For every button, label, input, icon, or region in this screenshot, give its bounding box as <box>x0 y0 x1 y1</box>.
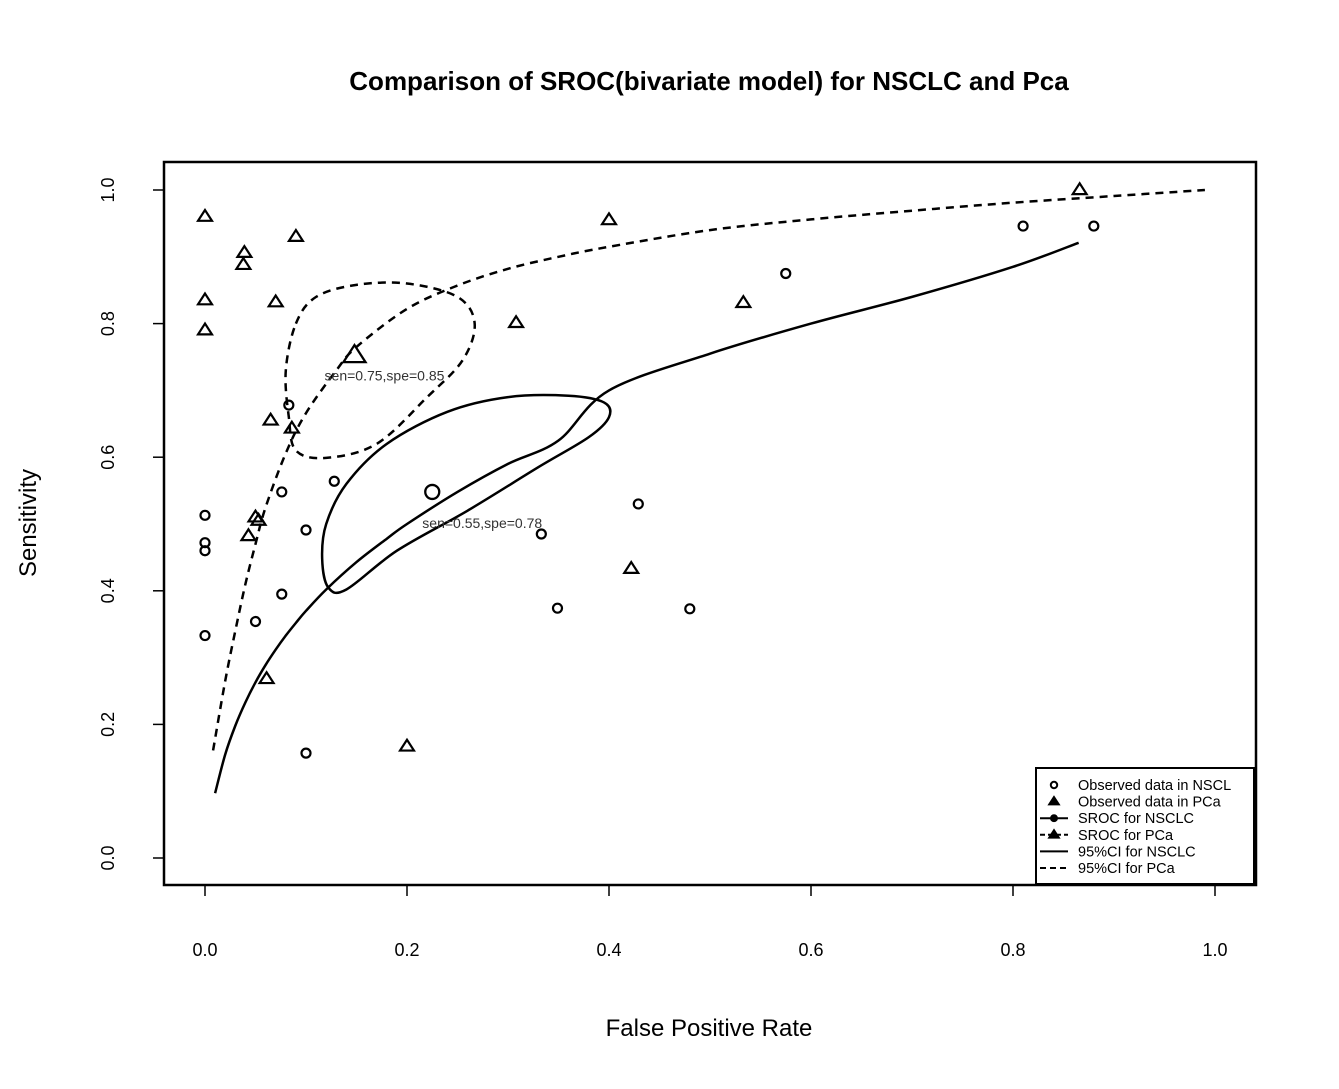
legend-label: SROC for PCa <box>1078 828 1174 844</box>
sroc-curve <box>211 188 1205 751</box>
data-point-pca <box>234 256 253 271</box>
sroc-curve <box>213 241 1080 794</box>
data-point-nsclc <box>780 267 792 280</box>
data-point-pca <box>196 321 214 336</box>
data-point-pca <box>249 511 268 526</box>
data-point-nsclc <box>684 603 696 615</box>
data-point-pca <box>235 244 254 258</box>
data-point-nsclc <box>276 588 288 600</box>
legend-label: Observed data in NSCL <box>1078 778 1231 794</box>
summary-label-nsclc: sen=0.55,spe=0.78 <box>422 515 542 531</box>
data-point-pca <box>261 411 280 426</box>
y-tick-label: 0.0 <box>98 845 118 870</box>
data-point-nsclc <box>283 399 295 411</box>
summary-point-pca <box>341 342 368 364</box>
data-point-pca <box>286 228 305 242</box>
x-tick-label: 0.4 <box>596 940 621 960</box>
data-point-pca <box>257 670 276 685</box>
data-point-nsclc <box>300 524 312 536</box>
data-point-pca <box>398 737 416 752</box>
legend-symbol-triangle <box>1047 828 1061 839</box>
x-axis: 0.0 0.2 0.4 0.6 0.8 1.0 <box>192 885 1228 960</box>
series-layer: sen=0.55,spe=0.78 sen=0.75,spe=0.85 <box>196 181 1205 794</box>
y-tick-label: 0.6 <box>98 445 118 470</box>
data-point-nsclc <box>300 747 312 759</box>
data-point-pca <box>239 527 258 542</box>
legend-label: SROC for NSCLC <box>1078 811 1194 827</box>
legend-box <box>1035 767 1255 885</box>
data-point-nsclc <box>632 498 644 510</box>
ci-ellipse <box>320 393 612 595</box>
y-tick-label: 0.8 <box>98 311 118 336</box>
data-point-pca <box>1070 181 1089 196</box>
legend-label: Observed data in PCa <box>1078 795 1222 811</box>
legend-label: 95%CI for NSCLC <box>1078 844 1196 860</box>
data-point-pca <box>196 291 214 306</box>
x-tick-label: 0.2 <box>394 940 419 960</box>
data-point-pca <box>282 419 301 434</box>
data-point-pca <box>600 211 618 226</box>
summary-label-pca: sen=0.75,spe=0.85 <box>325 368 445 384</box>
x-tick-label: 0.0 <box>192 940 217 960</box>
data-point-pca <box>196 207 214 222</box>
y-tick-label: 0.4 <box>98 578 118 603</box>
x-tick-label: 0.6 <box>798 940 823 960</box>
plot-area-border <box>162 160 1258 887</box>
legend-symbol-circle <box>1050 814 1058 823</box>
data-point-nsclc <box>199 629 211 642</box>
x-tick-label: 1.0 <box>1202 940 1227 960</box>
chart-title: Comparison of SROC(bivariate model) for … <box>349 66 1069 96</box>
x-axis-label: False Positive Rate <box>606 1015 813 1042</box>
summary-point-nsclc <box>424 483 441 501</box>
data-point-nsclc <box>199 545 211 557</box>
data-point-nsclc <box>199 509 211 521</box>
data-point-pca <box>734 294 753 309</box>
data-point-pca <box>622 560 641 574</box>
y-axis-label: Sensitivity <box>15 469 42 577</box>
data-point-nsclc <box>1017 220 1029 232</box>
plot-frame <box>162 160 1258 887</box>
legend-label: 95%CI for PCa <box>1078 861 1176 877</box>
data-point-pca <box>507 314 526 329</box>
data-point-nsclc <box>249 615 262 628</box>
legend-symbol-circle <box>1049 780 1059 790</box>
y-tick-label: 0.2 <box>98 712 118 737</box>
data-point-nsclc <box>535 528 547 540</box>
data-point-nsclc <box>551 602 564 614</box>
y-axis: 0.0 0.2 0.4 0.6 0.8 1.0 <box>98 177 164 871</box>
data-point-nsclc <box>1088 220 1100 232</box>
data-point-nsclc <box>328 475 340 487</box>
y-tick-label: 1.0 <box>98 177 118 202</box>
x-tick-label: 0.8 <box>1000 940 1025 960</box>
legend-symbol-triangle <box>1047 795 1061 806</box>
data-point-pca <box>266 293 285 308</box>
data-point-nsclc <box>276 486 288 498</box>
